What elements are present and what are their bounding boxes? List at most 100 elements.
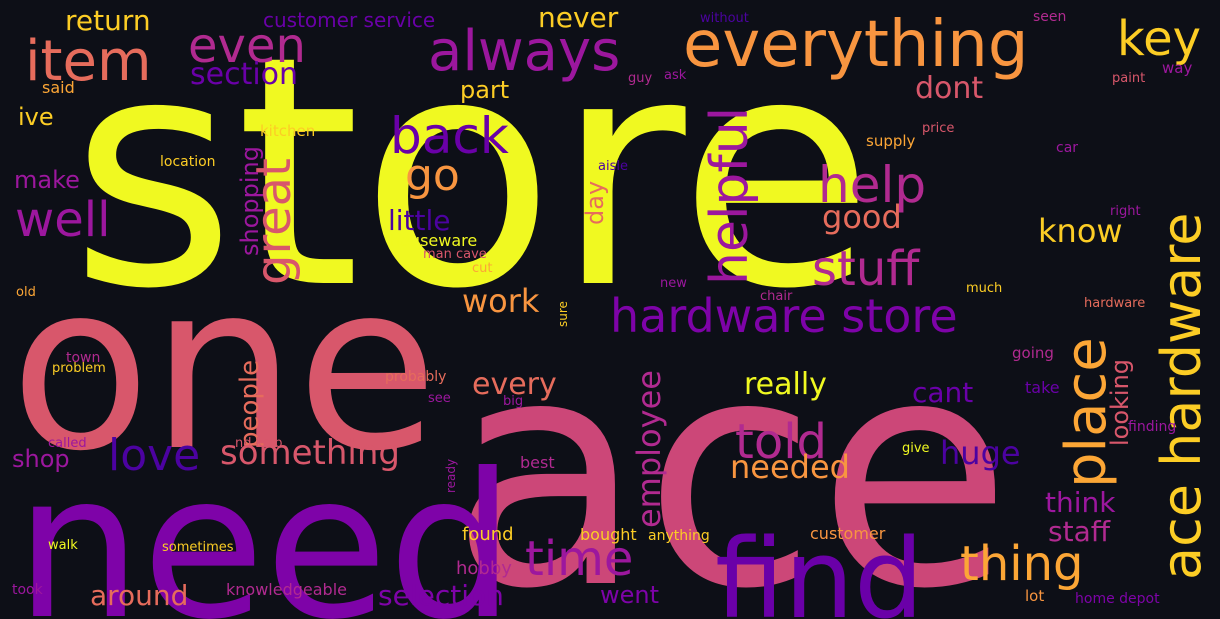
word-found: found <box>462 524 514 545</box>
word-people: people <box>235 360 265 448</box>
word-right: right <box>1110 204 1141 219</box>
word-one: one <box>10 235 438 502</box>
word-hobby: hobby <box>456 558 512 579</box>
word-best: best <box>520 453 555 472</box>
word-work: work <box>462 282 540 320</box>
word-went: went <box>600 581 659 609</box>
word-staff: staff <box>1048 515 1111 548</box>
word-town: town <box>66 350 100 366</box>
word-looking: looking <box>1106 359 1134 446</box>
word-go: go <box>405 150 460 201</box>
word-back: back <box>390 107 509 165</box>
word-helpful: helpful <box>700 107 760 285</box>
word-help: help <box>818 156 926 214</box>
word-great: great <box>246 158 302 285</box>
word-day: day <box>581 181 609 225</box>
word-called: called <box>48 436 87 451</box>
word-car: car <box>1056 140 1078 156</box>
word-time: time <box>525 531 633 587</box>
word-section: section <box>190 57 298 92</box>
word-finding: finding <box>1128 419 1176 435</box>
word-hardware: hardware <box>1084 296 1145 311</box>
word-good: good <box>822 198 902 236</box>
word-think: think <box>1045 486 1116 519</box>
word-told: told <box>735 414 827 470</box>
word-place: place <box>1054 337 1119 488</box>
word-employee: employee <box>630 370 668 528</box>
word-going: going <box>1012 344 1054 362</box>
word-never: never <box>538 1 619 34</box>
word-needed: needed <box>730 448 850 486</box>
word-chair: chair <box>760 289 793 304</box>
word-bought: bought <box>580 525 637 544</box>
word-walk: walk <box>48 538 78 553</box>
word-thing: thing <box>960 536 1083 592</box>
word-probably: probably <box>385 369 446 385</box>
word-item: item <box>25 29 152 94</box>
word-even: even <box>188 18 306 74</box>
word-knowledgeable: knowledgeable <box>226 580 347 599</box>
word-kitchen: kitchen <box>260 122 315 140</box>
word-nd-kolb: nd kolb <box>235 436 283 451</box>
word-sure: sure <box>556 301 570 327</box>
word-customer-service: customer service <box>263 8 435 32</box>
word-ace-hardware: ace hardware <box>1150 212 1213 580</box>
word-lot: lot <box>1025 587 1044 605</box>
word-well: well <box>15 192 110 248</box>
word-huge: huge <box>940 434 1021 472</box>
word-problem: problem <box>52 361 106 376</box>
word-need: need <box>15 431 515 619</box>
word-store: store <box>70 0 874 358</box>
word-anything: anything <box>648 528 710 544</box>
word-everything: everything <box>683 8 1028 82</box>
word-find: find <box>715 515 924 619</box>
word-houseware: houseware <box>390 231 477 250</box>
word-love: love <box>108 430 200 481</box>
word-really: really <box>744 367 827 402</box>
word-around: around <box>90 579 188 612</box>
word-something: something <box>220 433 400 473</box>
word-shopping: shopping <box>236 146 264 256</box>
word-little: little <box>388 204 451 237</box>
word-without: without <box>700 11 749 26</box>
word-aisle: aisle <box>598 159 628 174</box>
word-hardware-store: hardware store <box>610 289 958 343</box>
word-every: every <box>472 367 557 402</box>
word-new: new <box>660 276 687 291</box>
word-shop: shop <box>12 445 70 473</box>
word-make: make <box>14 166 80 194</box>
word-location: location <box>160 154 216 170</box>
word-give: give <box>902 441 930 456</box>
word-home-depot: home depot <box>1075 591 1160 607</box>
word-see: see <box>428 391 451 406</box>
word-guy: guy <box>628 71 652 86</box>
word-cant: cant <box>912 376 973 409</box>
word-seen: seen <box>1033 9 1066 25</box>
word-way: way <box>1162 59 1192 77</box>
word-took: took <box>12 582 44 598</box>
word-know: know <box>1038 212 1123 250</box>
word-ready: ready <box>444 459 458 493</box>
word-paint: paint <box>1112 71 1145 86</box>
word-ive: ive <box>18 103 54 131</box>
word-part: part <box>460 76 509 104</box>
word-return: return <box>65 4 151 37</box>
word-old: old <box>16 285 36 300</box>
word-supply: supply <box>866 132 916 150</box>
word-price: price <box>922 121 954 136</box>
word-ask: ask <box>664 68 687 83</box>
word-ace: ace <box>450 290 1012 619</box>
word-selection: selection <box>378 579 504 612</box>
word-big: big <box>503 394 523 409</box>
word-much: much <box>966 281 1002 296</box>
word-always: always <box>428 19 620 84</box>
word-take: take <box>1025 378 1060 397</box>
word-cut: cut <box>472 261 492 276</box>
word-key: key <box>1117 11 1201 67</box>
word-stuff: stuff <box>812 241 920 297</box>
word-dont: dont <box>915 71 983 106</box>
word-customer: customer <box>810 524 886 543</box>
word-man-cave: man cave <box>423 247 487 262</box>
